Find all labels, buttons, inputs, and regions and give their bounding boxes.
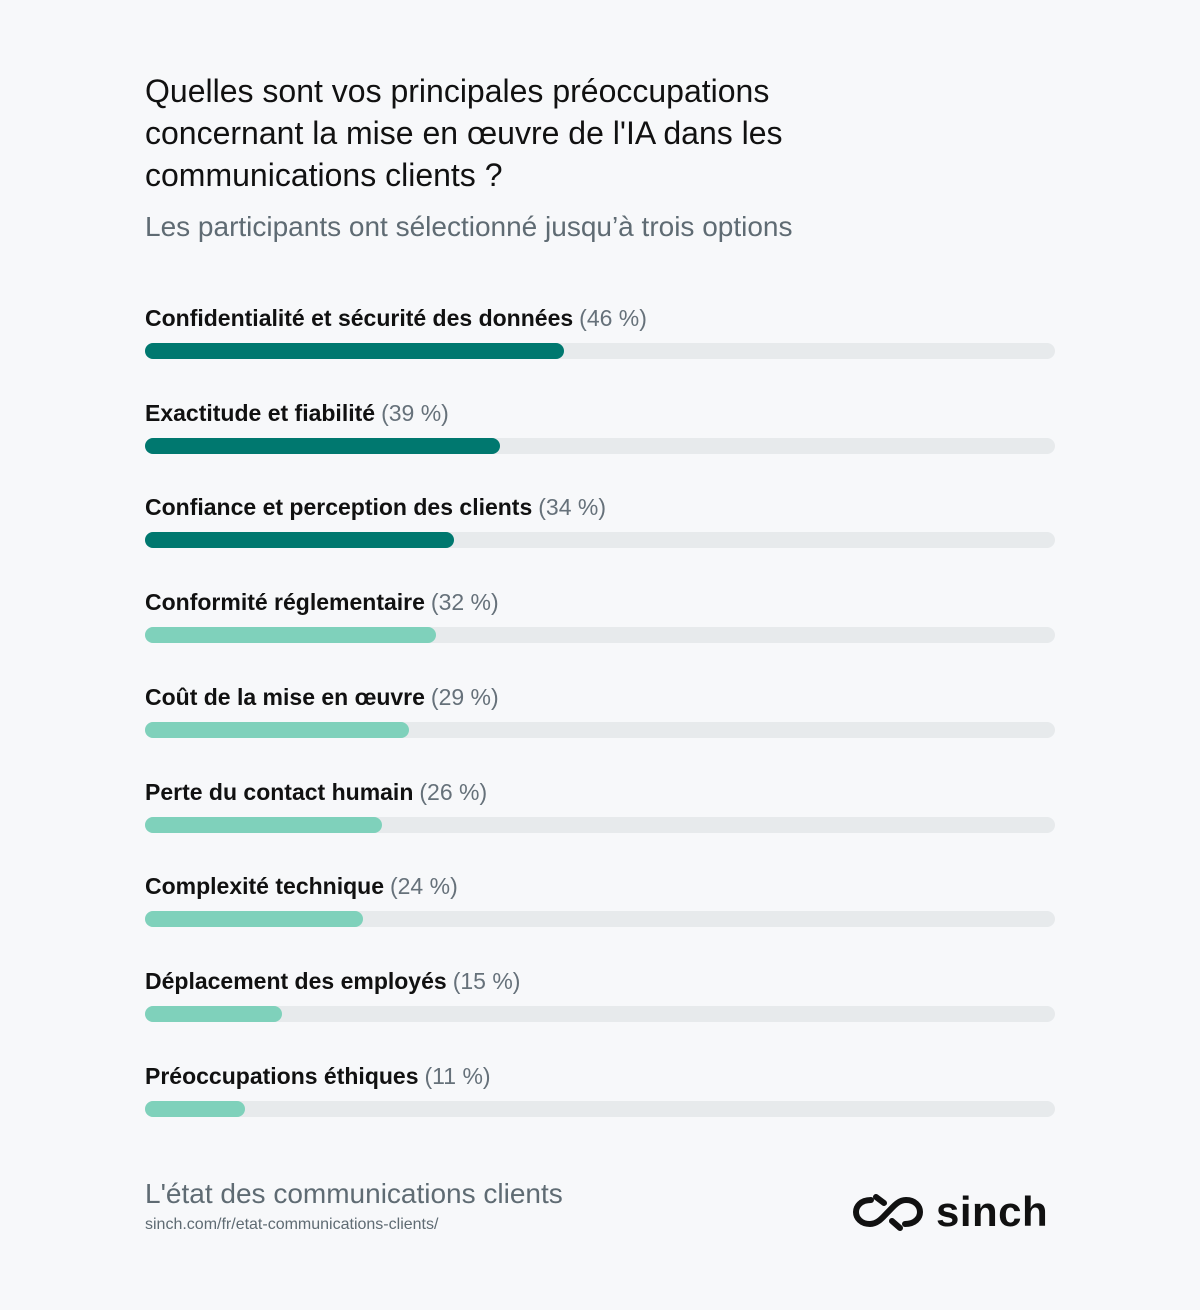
- bar-row: Confiance et perception des clients (34 %…: [145, 492, 1055, 562]
- bar-fill: [145, 721, 409, 738]
- sinch-infinity-icon: [852, 1194, 924, 1231]
- bar-row: Perte du contact humain (26 %): [145, 777, 1055, 847]
- bar-chart: Confidentialité et sécurité des données(…: [145, 0, 1055, 1150]
- bar-label: Conformité réglementaire (32 %): [145, 587, 499, 617]
- value-label: (26 %): [419, 778, 488, 805]
- bar-row: Exactitude et fiabilité (39 %): [145, 398, 1055, 468]
- bar-label: Perte du contact humain (26 %): [145, 777, 487, 807]
- bar-row: Déplacement des employés (15 %): [145, 966, 1055, 1036]
- bar-label: Exactitude et fiabilité (39 %): [145, 398, 449, 428]
- bar-fill: [145, 816, 382, 833]
- bar-row: Coût de la mise en œuvre (29 %): [145, 682, 1055, 752]
- value-label: (32 %): [430, 589, 499, 616]
- bar-fill: [145, 1100, 246, 1117]
- bar-label: Déplacement des employés (15 %): [145, 966, 520, 996]
- bar-track: [145, 437, 1055, 454]
- category-label: Exactitude et fiabilité: [145, 399, 376, 426]
- value-label: (39 %): [381, 399, 449, 426]
- category-label: Perte du contact humain: [145, 778, 414, 805]
- bar-row: Confidentialité et sécurité des données(…: [145, 303, 1055, 373]
- bar-track: [145, 1100, 1055, 1117]
- value-label: (29 %): [430, 683, 499, 710]
- category-label: Déplacement des employés: [145, 967, 447, 994]
- category-label: Complexité technique: [145, 873, 384, 900]
- sinch-logo: sinch: [852, 1186, 1057, 1238]
- bar-row: Préoccupations éthiques (11 %): [145, 1061, 1055, 1131]
- bar-track: [145, 721, 1055, 738]
- bar-label: Coût de la mise en œuvre (29 %): [145, 682, 499, 712]
- bar-fill: [145, 627, 437, 644]
- category-label: Confiance et perception des clients: [145, 494, 533, 521]
- value-label: (34 %): [538, 494, 607, 521]
- bar-fill: [145, 1005, 282, 1022]
- bar-track: [145, 911, 1055, 928]
- bar-fill: [145, 343, 564, 359]
- bar-fill: [145, 911, 364, 928]
- bar-track: [145, 1005, 1055, 1022]
- chart-title: Quelles sont vos principales préoccupati…: [145, 73, 783, 193]
- bar-label: Confiance et perception des clients (34 %…: [145, 492, 606, 522]
- value-label: (11 %): [424, 1062, 491, 1089]
- bar-track: [145, 627, 1055, 644]
- bar-row: Conformité réglementaire (32 %): [145, 587, 1055, 657]
- value-label: (46 %): [579, 305, 647, 331]
- bar-fill: [145, 437, 500, 454]
- value-label: (15 %): [452, 967, 521, 994]
- bar-label: Préoccupations éthiques (11 %): [145, 1061, 491, 1091]
- category-label: Confidentialité et sécurité des données: [145, 305, 574, 331]
- category-label: Coût de la mise en œuvre: [145, 683, 425, 710]
- value-label: (24 %): [389, 873, 458, 900]
- bar-label: Confidentialité et sécurité des données(…: [145, 303, 647, 333]
- bar-fill: [145, 532, 455, 549]
- bar-label: Complexité technique (24 %): [145, 871, 458, 901]
- category-label: Conformité réglementaire: [145, 589, 425, 616]
- category-label: Préoccupations éthiques: [145, 1062, 419, 1089]
- bar-row: Complexité technique (24 %): [145, 871, 1055, 941]
- bar-track: [145, 816, 1055, 833]
- bar-track: [145, 343, 1055, 359]
- bar-track: [145, 532, 1055, 549]
- logo-text: sinch: [936, 1188, 1049, 1235]
- footer-url: sinch.com/fr/etat-communications-clients…: [145, 1216, 439, 1233]
- chart-subtitle: Les participants ont sélectionné jusqu’à…: [145, 211, 793, 242]
- footer-title: L'état des communications clients: [145, 1178, 563, 1209]
